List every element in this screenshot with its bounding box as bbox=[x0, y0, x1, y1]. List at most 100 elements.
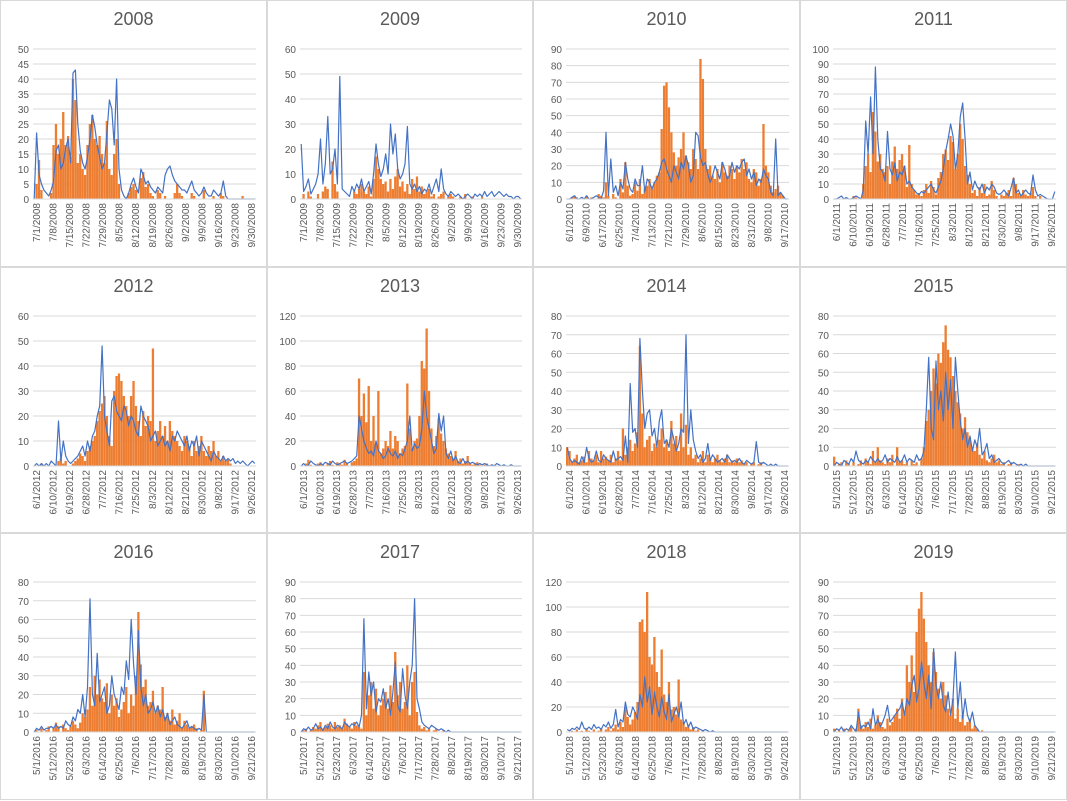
bar bbox=[985, 460, 989, 466]
bar bbox=[733, 462, 736, 466]
y-tick-label: 120 bbox=[279, 312, 296, 323]
y-tick-label: 40 bbox=[551, 128, 563, 139]
y-tick-label: 60 bbox=[551, 653, 563, 664]
chart-panel: 2016 0 10 20 30 40 50 60 70 80 5/1/2016 5/12/2016 5/… bbox=[0, 533, 267, 800]
bar bbox=[883, 728, 887, 732]
y-tick-label: 50 bbox=[818, 645, 830, 656]
bar bbox=[684, 424, 688, 466]
series-line bbox=[567, 131, 788, 200]
bar bbox=[871, 451, 875, 466]
x-tick-label: 9/21/2016 bbox=[247, 736, 258, 781]
bar bbox=[604, 182, 608, 199]
bar bbox=[214, 456, 218, 466]
bar bbox=[614, 724, 617, 732]
bar bbox=[425, 730, 428, 732]
x-tick-label: 9/26/2012 bbox=[247, 470, 258, 515]
bar bbox=[341, 728, 344, 732]
chart-plot: 0 10 20 30 40 50 60 70 80 5/1/2016 5/12/2016 5/23/2… bbox=[18, 578, 258, 781]
bar bbox=[83, 461, 87, 466]
bar bbox=[427, 189, 431, 199]
y-tick-label: 120 bbox=[545, 578, 562, 589]
x-tick-label: 6/1/2010 bbox=[565, 203, 576, 242]
bar bbox=[377, 715, 380, 732]
bar bbox=[988, 462, 991, 466]
bar bbox=[1002, 196, 1005, 199]
bar bbox=[139, 178, 142, 199]
bar bbox=[435, 728, 438, 732]
x-tick-label: 6/14/2018 bbox=[631, 736, 642, 781]
bar bbox=[66, 730, 70, 732]
bar bbox=[910, 460, 913, 466]
y-tick-label: 70 bbox=[18, 597, 30, 608]
bar bbox=[903, 712, 906, 732]
bar bbox=[57, 726, 60, 732]
bar bbox=[71, 720, 75, 732]
bar bbox=[161, 436, 164, 466]
bar bbox=[612, 462, 615, 466]
bar bbox=[973, 190, 976, 199]
series-line bbox=[566, 334, 788, 467]
bar bbox=[932, 187, 935, 199]
chart-title: 2013 bbox=[379, 276, 421, 296]
y-tick-label: 60 bbox=[285, 628, 297, 639]
bar bbox=[893, 715, 896, 732]
bar bbox=[759, 179, 763, 199]
bar bbox=[980, 458, 984, 466]
y-tick-label: 60 bbox=[551, 95, 563, 106]
bar bbox=[658, 439, 661, 466]
bar bbox=[81, 169, 84, 199]
bar bbox=[88, 687, 92, 732]
chart-title: 2016 bbox=[113, 542, 154, 562]
x-tick-label: 9/8/2014 bbox=[747, 470, 758, 509]
bar bbox=[81, 713, 84, 732]
bar bbox=[96, 421, 99, 466]
bar bbox=[384, 441, 387, 466]
x-tick-label: 9/9/2009 bbox=[464, 203, 475, 242]
x-tick-label: 7/1/2008 bbox=[32, 203, 43, 242]
bar bbox=[677, 451, 680, 466]
bar bbox=[1024, 194, 1027, 199]
y-tick-label: 40 bbox=[551, 678, 563, 689]
bar bbox=[62, 112, 65, 199]
bar bbox=[716, 169, 719, 199]
y-tick-label: 20 bbox=[285, 437, 297, 448]
bar bbox=[401, 448, 404, 466]
x-tick-label: 6/1/2011 bbox=[832, 203, 843, 242]
bar bbox=[398, 186, 402, 199]
x-tick-label: 6/17/2010 bbox=[598, 203, 609, 248]
bar bbox=[125, 687, 128, 732]
y-tick-label: 0 bbox=[556, 728, 562, 739]
bar bbox=[896, 169, 899, 199]
x-tick-label: 7/15/2008 bbox=[65, 203, 76, 248]
bar bbox=[91, 705, 94, 732]
bar bbox=[706, 169, 709, 199]
bar bbox=[694, 730, 697, 732]
y-tick-label: 50 bbox=[818, 120, 830, 131]
bar bbox=[372, 708, 375, 732]
bar bbox=[456, 461, 460, 466]
bar bbox=[324, 727, 327, 732]
x-tick-label: 8/30/2011 bbox=[997, 203, 1008, 247]
y-tick-label: 60 bbox=[285, 45, 297, 56]
bar bbox=[125, 406, 128, 466]
bar bbox=[338, 725, 341, 732]
x-tick-label: 7/6/2015 bbox=[931, 470, 942, 509]
bar bbox=[64, 145, 67, 199]
bar bbox=[219, 461, 222, 466]
bar bbox=[180, 196, 184, 199]
x-tick-label: 6/14/2017 bbox=[365, 736, 376, 781]
y-tick-label: 60 bbox=[818, 350, 830, 361]
bar bbox=[159, 421, 162, 466]
bar bbox=[163, 717, 167, 732]
chart-panel: 2010 0 10 20 30 40 50 60 70 80 90 6/1/2010 6/9/2010 6… bbox=[533, 0, 800, 267]
bar bbox=[112, 391, 116, 466]
bar bbox=[881, 727, 884, 732]
bar bbox=[88, 446, 92, 466]
y-tick-label: 15 bbox=[18, 150, 30, 161]
bar bbox=[132, 381, 135, 466]
bar bbox=[631, 194, 634, 199]
bar bbox=[599, 728, 603, 732]
bar bbox=[696, 169, 700, 199]
y-tick-label: 70 bbox=[818, 90, 830, 101]
bar bbox=[226, 458, 230, 466]
